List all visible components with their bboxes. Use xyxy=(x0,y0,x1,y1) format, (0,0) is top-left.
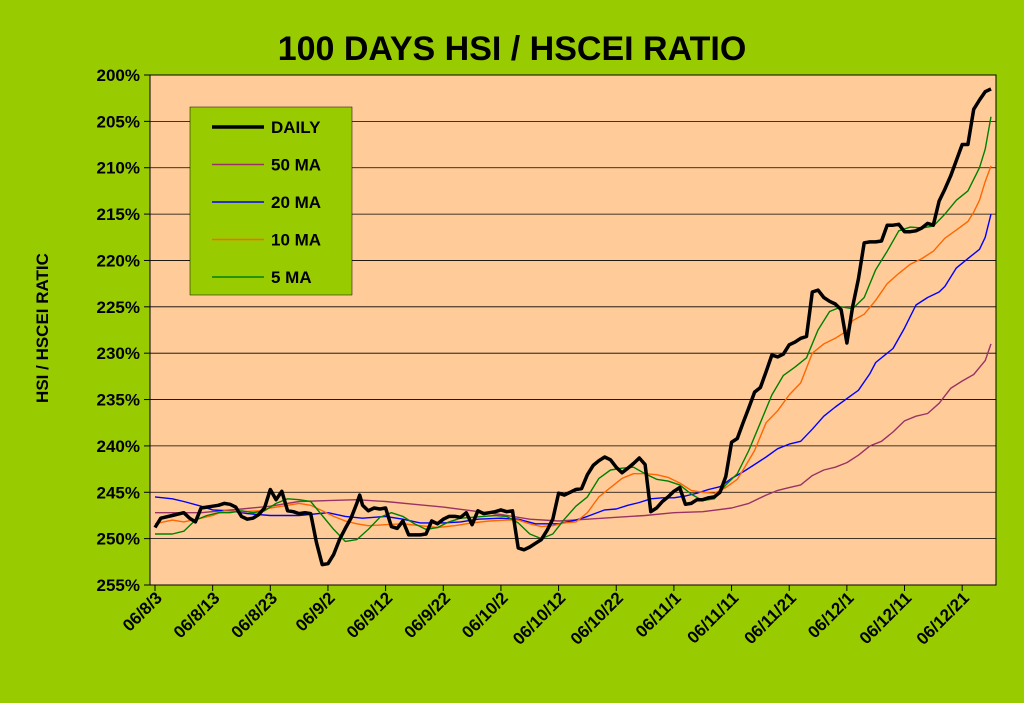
x-tick-label: 06/8/13 xyxy=(170,588,224,642)
y-tick-label: 220% xyxy=(97,251,140,270)
legend-label: 20 MA xyxy=(271,193,321,212)
series-lines xyxy=(153,87,992,567)
y-tick-label: 255% xyxy=(97,576,140,595)
y-tick-label: 200% xyxy=(97,66,140,85)
y-tick-label: 245% xyxy=(97,483,140,502)
x-tick-label: 06/11/1 xyxy=(632,588,685,641)
x-tick-label: 06/9/2 xyxy=(292,588,339,635)
y-tick-label: 210% xyxy=(97,159,140,178)
series-line-50-ma xyxy=(155,343,992,522)
series-line-20-ma xyxy=(154,213,992,525)
legend-label: 10 MA xyxy=(271,231,321,250)
y-axis-ticks: 200% 205% 210% 215% 220% 225% 230% 235% 240% 245%… xyxy=(97,66,150,595)
x-tick-label: 06/9/12 xyxy=(343,588,397,642)
legend-label: 50 MA xyxy=(271,156,321,175)
y-tick-label: 230% xyxy=(97,344,140,363)
legend-label: DAILY xyxy=(271,118,321,137)
y-tick-label: 215% xyxy=(97,205,140,224)
legend-label: 5 MA xyxy=(271,268,312,287)
chart-title: 100 DAYS HSI / HSCEI RATIO xyxy=(277,30,747,68)
x-tick-label: 06/11/21 xyxy=(740,588,800,648)
series-line-5-ma xyxy=(155,116,992,543)
x-tick-label: 06/10/2 xyxy=(458,588,512,642)
x-tick-label: 06/12/21 xyxy=(913,588,973,648)
legend-box xyxy=(189,106,353,296)
x-tick-label: 06/12/1 xyxy=(804,588,858,642)
y-tick-label: 235% xyxy=(97,391,140,410)
x-axis-ticks: 06/8/3 06/8/13 06/8/23 06/9/2 06/9/12 06/9/22… xyxy=(119,585,973,649)
x-tick-label: 06/12/11 xyxy=(856,588,916,648)
y-tick-label: 250% xyxy=(97,530,140,549)
y-tick-label: 240% xyxy=(97,437,140,456)
x-tick-label: 06/11/11 xyxy=(683,588,742,647)
legend: DAILY 50 MA 20 MA 10 MA 5 MA xyxy=(189,106,353,296)
y-tick-label: 225% xyxy=(97,298,140,317)
x-tick-label: 06/10/12 xyxy=(509,588,569,648)
x-tick-label: 06/10/22 xyxy=(567,588,627,648)
y-tick-label: 205% xyxy=(97,112,140,131)
x-tick-label: 06/9/22 xyxy=(401,588,455,642)
x-tick-label: 06/8/23 xyxy=(228,588,282,642)
series-line-daily xyxy=(153,87,992,567)
x-tick-label: 06/8/3 xyxy=(119,588,166,635)
